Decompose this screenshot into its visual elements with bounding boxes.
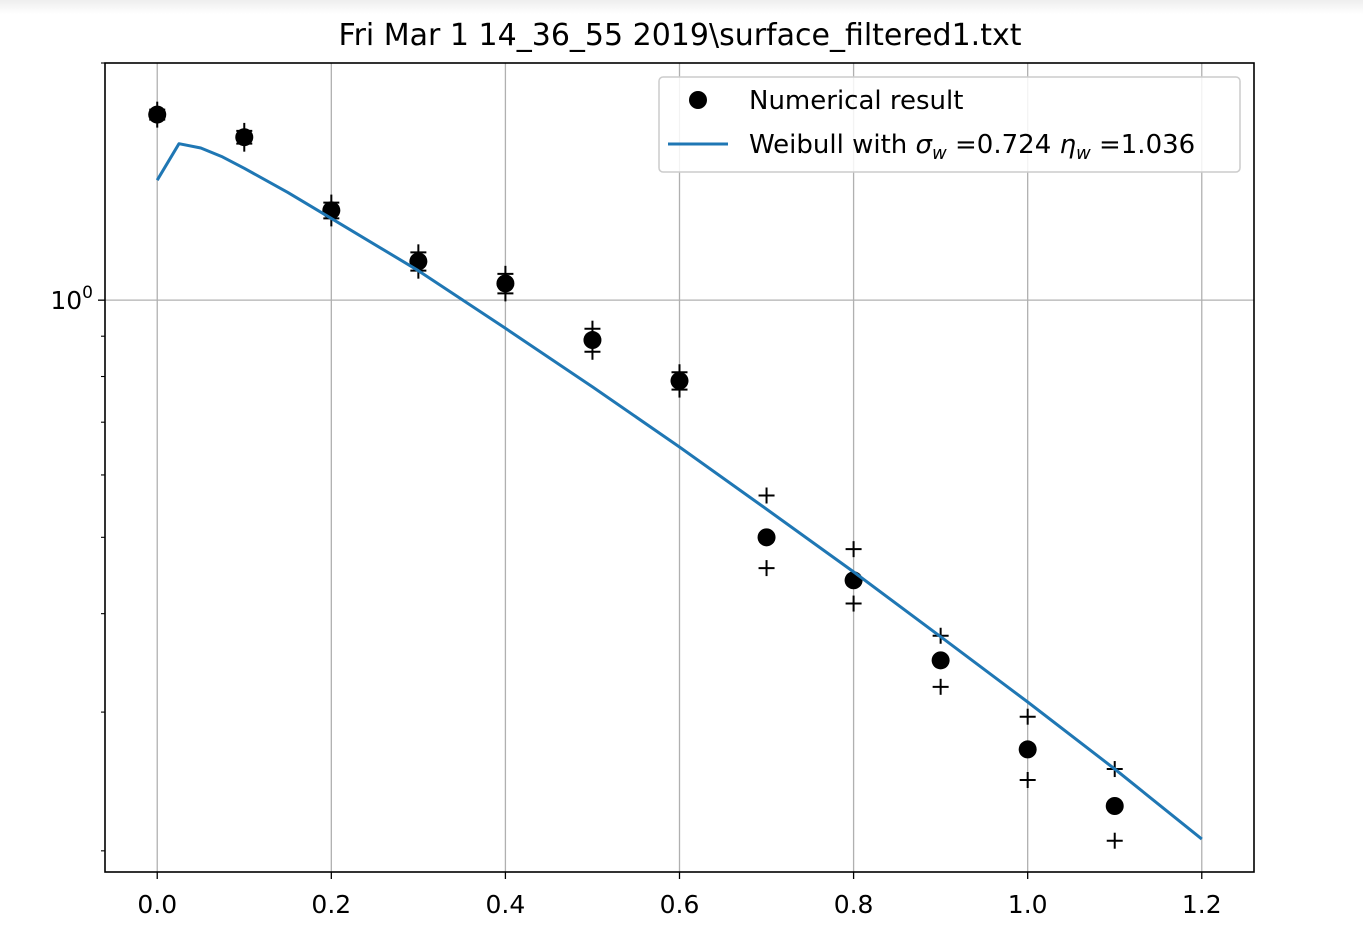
error-plus-marker [671,364,688,381]
numerical-result-point [1105,796,1124,815]
x-tick-label: 0.4 [486,890,526,919]
x-tick-label: 1.0 [1008,890,1048,919]
x-tick-label: 0.6 [660,890,700,919]
numerical-result-point [409,252,428,271]
numerical-result-point [757,528,776,547]
error-plus-marker [584,320,601,337]
numerical-result-point [670,371,689,390]
x-tick-label: 0.8 [834,890,874,919]
error-plus-marker [845,541,862,558]
error-plus-marker [410,244,427,261]
legend-eta: η [1060,130,1076,160]
numerical-result-point [931,651,950,670]
grid [105,63,1254,872]
error-plus-marker [671,381,688,398]
error-plus-marker [758,487,775,504]
y-tick-base: 10 [50,286,82,315]
plot-frame [104,62,1255,873]
weibull-fit-line [155,142,1203,841]
legend-box [658,76,1241,173]
legend-weibull-prefix: Weibull with [749,130,916,160]
error-plus-marker [1106,832,1123,849]
y-tick-label: 100 [50,283,93,315]
error-plus-marker [845,595,862,612]
error-plus-marker [1019,771,1036,788]
legend-sigma: σ [916,130,934,160]
legend-sigma-value: =0.724 [947,130,1060,160]
numerical-result-point [496,274,515,293]
x-tick-label: 1.2 [1182,890,1222,919]
chart-title: Fri Mar 1 14_36_55 2019\surface_filtered… [339,18,1022,53]
x-tick-label: 0.2 [311,890,351,919]
x-tick-label: 0.0 [137,890,177,919]
legend-eta-value: =1.036 [1091,130,1195,160]
error-plus-marker [497,265,514,282]
error-plus-marker [236,135,253,152]
legend-marker-numerical [689,91,707,109]
legend: Numerical result Weibull with σw =0.724 … [658,76,1241,173]
error-plus-marker [149,111,166,128]
numerical-result-point [844,571,863,590]
legend-sigma-sub: w [932,143,947,164]
error-plus-marker [1019,708,1036,725]
numerical-result-point [1018,740,1037,759]
error-plus-marker [584,343,601,360]
x-axis: 0.0 0.2 0.4 0.6 0.8 1.0 1.2 [137,872,1222,919]
numerical-result-point [583,331,602,350]
window-top-strip [0,0,1363,14]
y-axis: 100 [50,283,105,315]
series-layer [148,101,1203,849]
error-plus-marker [497,285,514,302]
legend-label-weibull: Weibull with σw =0.724 ηw =1.036 [749,130,1195,164]
legend-label-numerical: Numerical result [749,86,963,116]
error-plus-marker [323,194,340,211]
legend-eta-sub: w [1076,143,1091,164]
error-plus-marker [758,560,775,577]
error-plus-marker [932,678,949,695]
y-tick-exponent: 0 [82,283,93,303]
